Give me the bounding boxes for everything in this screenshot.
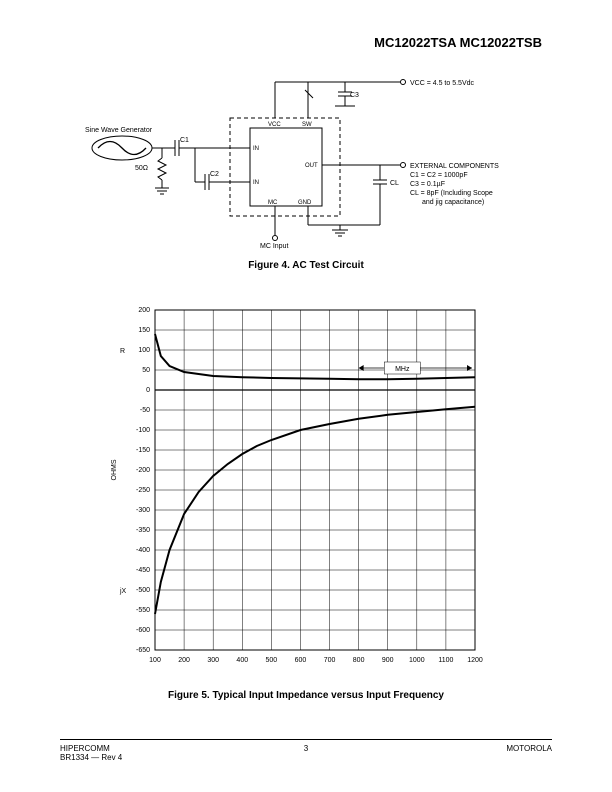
ext-l3: CL = 8pF (Including Scope — [410, 190, 493, 197]
svg-text:OHMS: OHMS — [111, 459, 118, 480]
svg-text:-150: -150 — [136, 447, 150, 454]
svg-text:200: 200 — [178, 657, 190, 664]
pin-vcc: VCC — [268, 122, 281, 128]
svg-text:1100: 1100 — [438, 657, 453, 664]
c3-label: C3 — [350, 92, 359, 99]
svg-text:400: 400 — [236, 657, 248, 664]
svg-text:-200: -200 — [136, 467, 150, 474]
svg-text:1200: 1200 — [467, 657, 483, 664]
c2-label: C2 — [210, 171, 219, 178]
impedance-chart: 100200300400500600700800900100011001200-… — [110, 300, 490, 670]
svg-text:-500: -500 — [136, 587, 150, 594]
svg-text:-100: -100 — [136, 427, 150, 434]
r50-label: 50Ω — [135, 165, 148, 172]
ext-l2: C3 = 0.1µF — [410, 181, 445, 188]
svg-text:MHz: MHz — [395, 366, 410, 373]
pin-in-bar: IN — [253, 180, 259, 186]
circuit-figure: VCC = 4.5 to 5.5Vdc C3 Sine Wave Generat… — [80, 70, 510, 250]
svg-text:-50: -50 — [140, 407, 150, 414]
figure4-caption: Figure 4. AC Test Circuit — [0, 260, 612, 271]
pin-in: IN — [253, 146, 259, 152]
svg-text:900: 900 — [382, 657, 394, 664]
svg-text:jX: jX — [119, 588, 127, 595]
svg-text:50: 50 — [142, 367, 150, 374]
page-footer: 3 HIPERCOMM BR1334 — Rev 4 MOTOROLA — [60, 739, 552, 762]
svg-text:300: 300 — [207, 657, 219, 664]
svg-text:-250: -250 — [136, 487, 150, 494]
ext-l1: C1 = C2 = 1000pF — [410, 172, 468, 179]
svg-text:-650: -650 — [136, 647, 150, 654]
svg-text:800: 800 — [353, 657, 365, 664]
pin-gnd: GND — [298, 200, 312, 206]
pin-sw: SW — [302, 122, 312, 128]
svg-text:-450: -450 — [136, 567, 150, 574]
cl-label: CL — [390, 180, 399, 187]
svg-text:-300: -300 — [136, 507, 150, 514]
footer-left-bottom: BR1334 — Rev 4 — [60, 753, 122, 762]
ext-l4: and jig capacitance) — [422, 199, 484, 206]
svg-text:-400: -400 — [136, 547, 150, 554]
svg-text:-350: -350 — [136, 527, 150, 534]
svg-text:100: 100 — [138, 347, 150, 354]
pin-mc: MC — [268, 200, 278, 206]
footer-page-num: 3 — [60, 744, 552, 753]
mc-input-label: MC Input — [260, 243, 288, 250]
svg-text:100: 100 — [149, 657, 161, 664]
svg-text:700: 700 — [324, 657, 336, 664]
header-part-numbers: MC12022TSA MC12022TSB — [374, 35, 542, 50]
svg-text:-550: -550 — [136, 607, 150, 614]
svg-text:R: R — [120, 348, 125, 355]
svg-text:0: 0 — [146, 387, 150, 394]
svg-text:500: 500 — [266, 657, 278, 664]
figure5-caption: Figure 5. Typical Input Impedance versus… — [0, 690, 612, 701]
gen-label: Sine Wave Generator — [85, 127, 153, 134]
vcc-label: VCC = 4.5 to 5.5Vdc — [410, 80, 475, 87]
svg-text:1000: 1000 — [409, 657, 425, 664]
svg-text:-600: -600 — [136, 627, 150, 634]
svg-text:200: 200 — [138, 307, 150, 314]
c1-label: C1 — [180, 137, 189, 144]
pin-out: OUT — [305, 163, 318, 169]
svg-text:150: 150 — [138, 327, 150, 334]
ext-title: EXTERNAL COMPONENTS — [410, 163, 499, 170]
svg-text:600: 600 — [295, 657, 307, 664]
